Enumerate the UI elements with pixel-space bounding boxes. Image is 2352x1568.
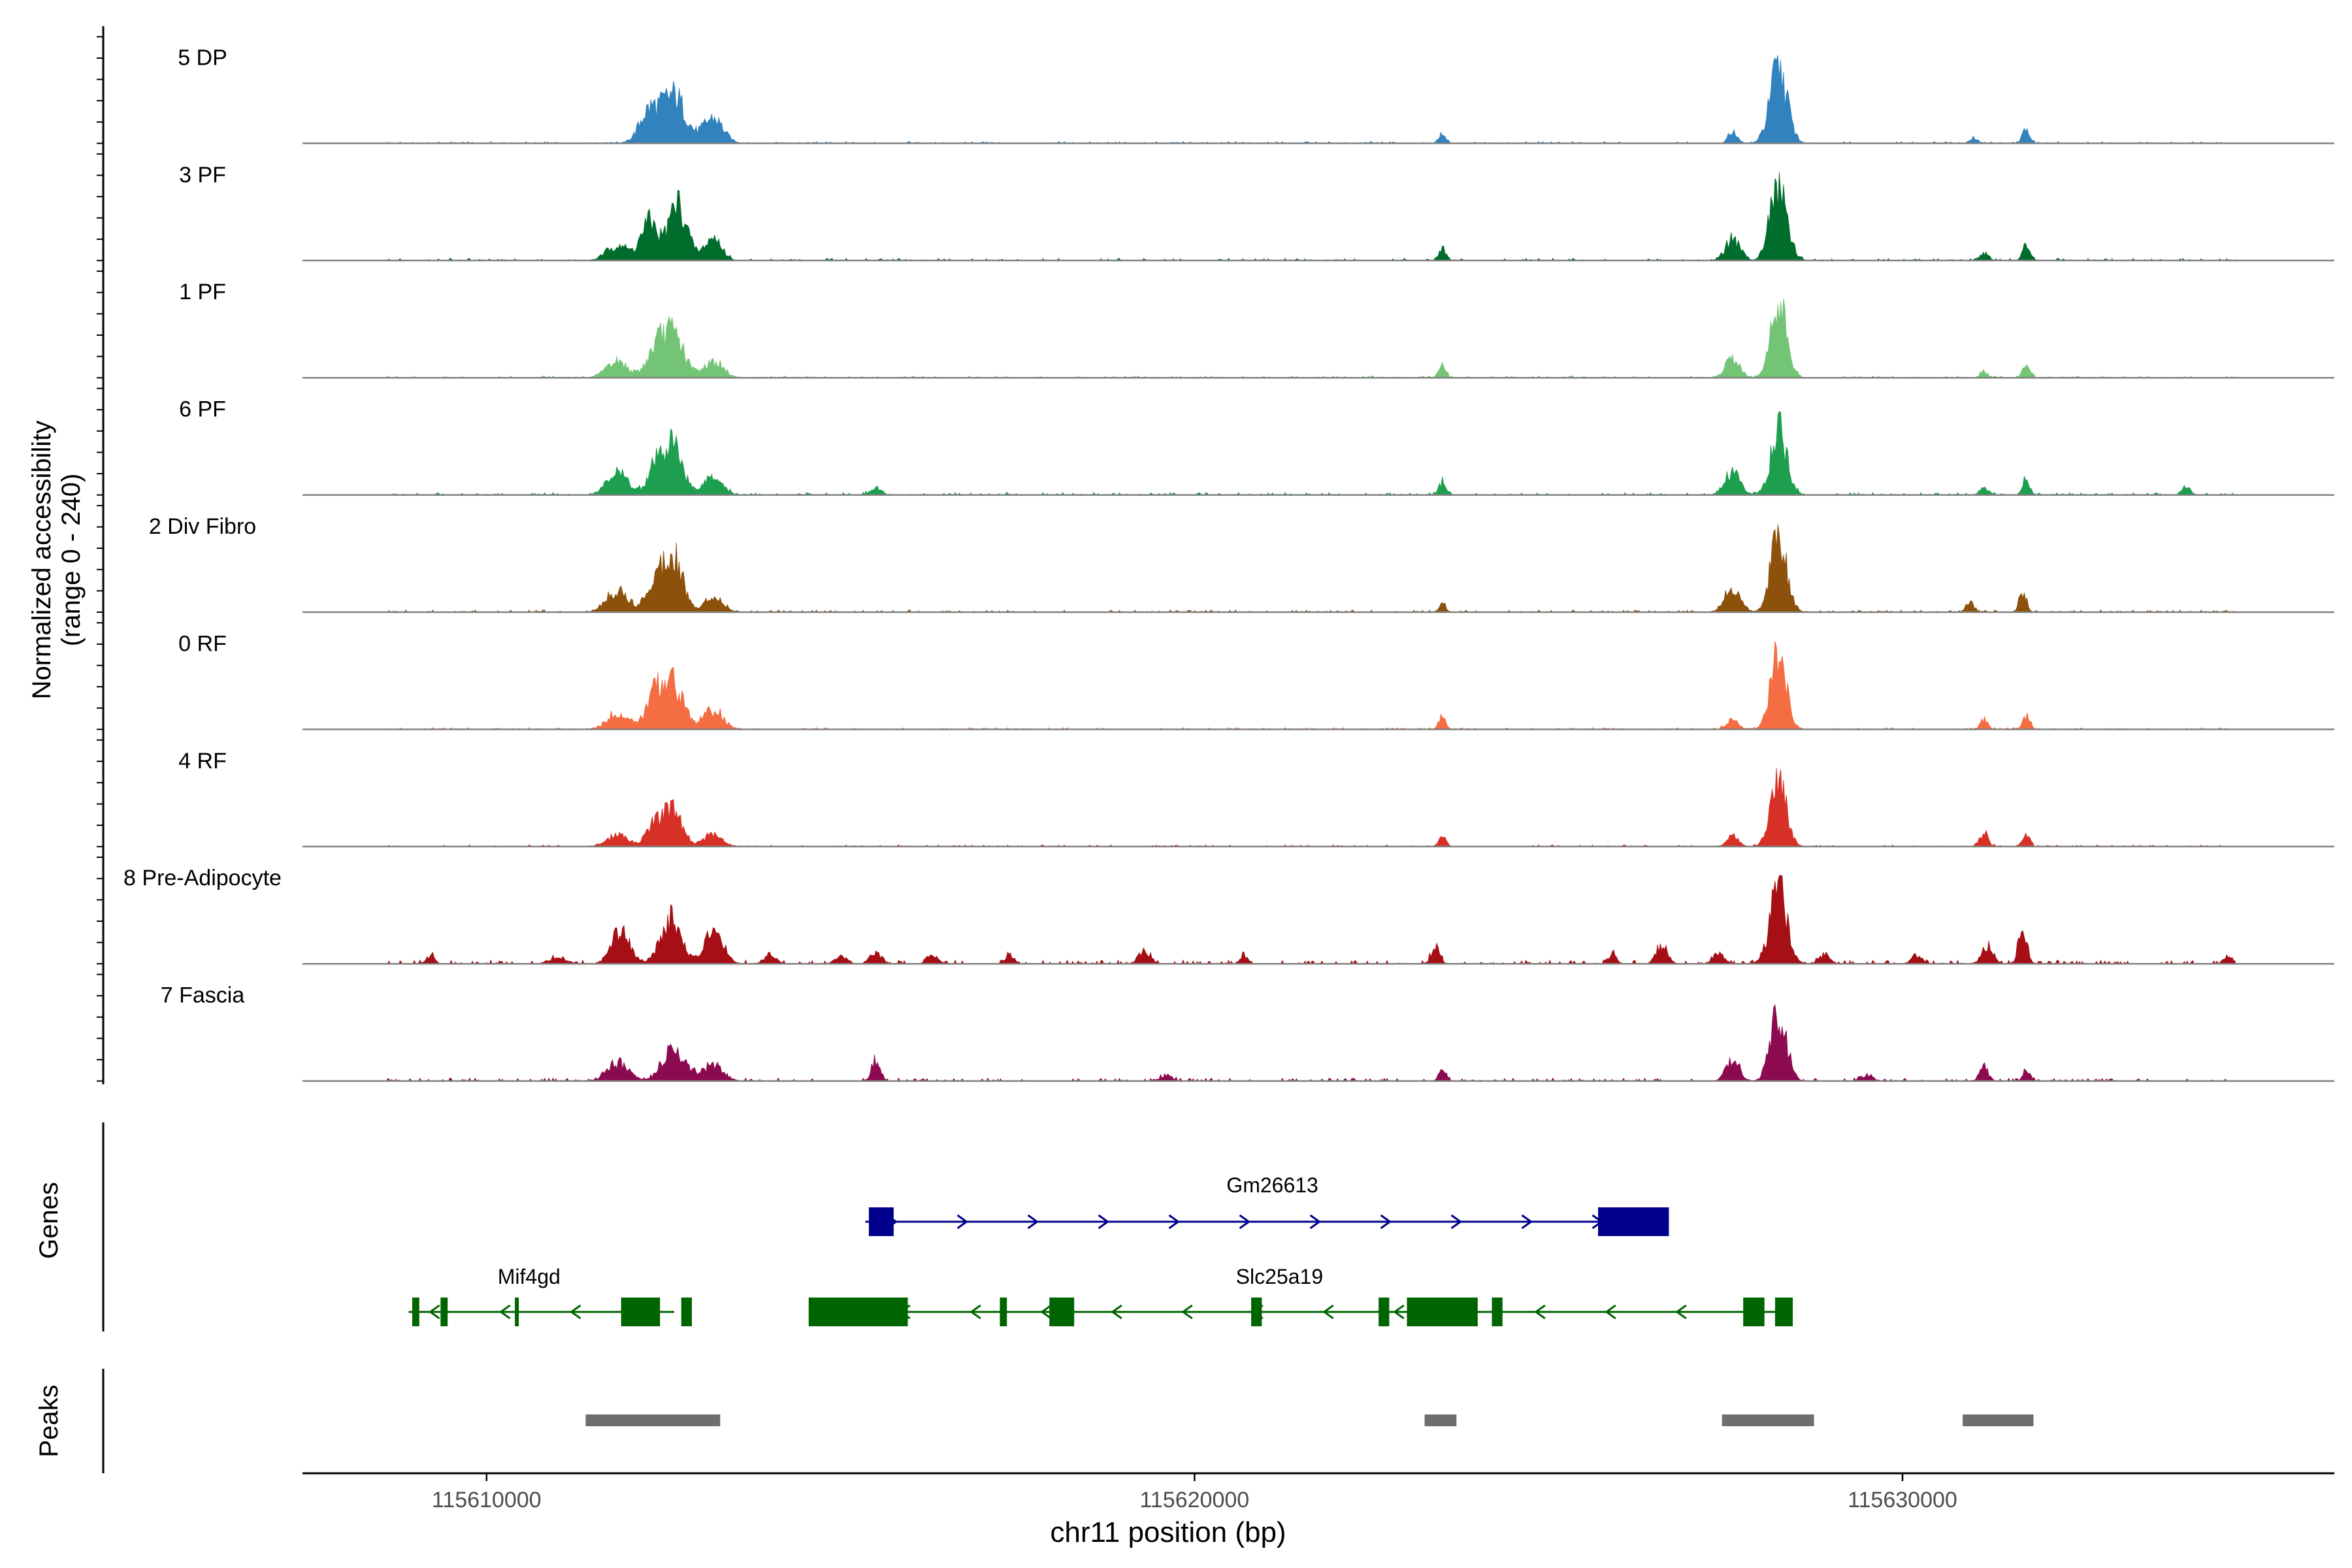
gene-exon	[1000, 1298, 1007, 1326]
peak-region	[1963, 1414, 2034, 1426]
strand-arrow	[569, 1304, 581, 1320]
gene-slc25a19: Slc25a19	[808, 1265, 1793, 1326]
gene-exon	[515, 1298, 519, 1326]
gene-exon	[1774, 1298, 1793, 1326]
track-0-rf: 0 RF	[178, 631, 2334, 730]
peak-region	[585, 1414, 721, 1426]
gene-label: Mif4gd	[498, 1265, 561, 1288]
x-axis-label: chr11 position (bp)	[1050, 1516, 1286, 1548]
gene-exon	[1407, 1298, 1478, 1326]
track-label: 3 PF	[179, 163, 226, 188]
strand-arrow	[1168, 1214, 1181, 1230]
x-tick-label: 115610000	[432, 1488, 542, 1512]
coverage-area	[387, 299, 2236, 378]
track-label: 1 PF	[179, 280, 226, 304]
strand-arrow	[1111, 1304, 1122, 1320]
strand-arrow	[1309, 1214, 1322, 1230]
strand-arrow	[1534, 1304, 1546, 1320]
gene-exon	[1379, 1298, 1390, 1326]
peaks-panel-label: Peaks	[35, 1384, 63, 1457]
coverage-area	[387, 524, 2236, 613]
strand-arrow	[498, 1304, 511, 1320]
y-axis-label: Normalized accessibility (range 0 - 240)	[27, 421, 86, 700]
gene-label: Slc25a19	[1236, 1265, 1323, 1288]
genes-panel: Genes Gm26613 Slc25a19 Mif4gd	[35, 1122, 1793, 1331]
gene-mif4gd: Mif4gd	[408, 1265, 692, 1326]
strand-arrow	[1027, 1214, 1039, 1230]
track-6-pf: 6 PF	[179, 397, 2334, 496]
track-3-pf: 3 PF	[179, 163, 2334, 262]
track-label: 4 RF	[178, 749, 227, 774]
strand-arrow	[428, 1304, 440, 1320]
gene-exon	[1049, 1298, 1075, 1326]
coverage-area	[387, 1004, 2236, 1082]
coverage-area	[387, 641, 2236, 730]
track-5-dp: 5 DP	[178, 45, 2334, 144]
x-tick-label: 115620000	[1140, 1488, 1250, 1512]
track-4-rf: 4 RF	[178, 749, 2334, 848]
y-axis-label-line2: (range 0 - 240)	[57, 474, 86, 647]
peak-region	[1424, 1414, 1457, 1426]
coverage-area	[387, 55, 2236, 144]
gene-gm26613: Gm26613	[865, 1173, 1669, 1236]
gene-exon	[808, 1298, 908, 1326]
track-label: 5 DP	[178, 45, 227, 70]
strand-arrow	[1040, 1304, 1052, 1320]
peaks-panel: Peaks	[35, 1369, 2034, 1473]
coverage-area	[387, 172, 2236, 261]
gene-exon	[1251, 1298, 1262, 1326]
coverage-area	[387, 875, 2236, 965]
track-8-pre-adipocyte: 8 Pre-Adipocyte	[123, 866, 2334, 965]
gene-exon	[1492, 1298, 1503, 1326]
strand-arrow	[1521, 1214, 1533, 1230]
genes-panel-label: Genes	[35, 1182, 63, 1259]
gene-exon	[1598, 1207, 1669, 1236]
track-7-fascia: 7 Fascia	[161, 983, 2334, 1082]
strand-arrow	[1181, 1304, 1193, 1320]
strand-arrow	[970, 1304, 981, 1320]
strand-arrow	[1675, 1304, 1687, 1320]
track-label: 6 PF	[179, 397, 226, 422]
track-label: 0 RF	[178, 631, 227, 656]
coverage-area	[387, 410, 2236, 496]
coverage-tracks: 5 DP 3 PF 1 PF 6 PF 2 Div Fibro 0 RF 4 RF 8 Pre…	[123, 45, 2334, 1082]
gene-exon	[681, 1298, 692, 1326]
track-label: 8 Pre-Adipocyte	[123, 866, 282, 890]
strand-arrow	[1239, 1214, 1251, 1230]
y-axis-label-line1: Normalized accessibility	[27, 421, 56, 700]
x-axis: chr11 position (bp) 115610000 115620000 11…	[302, 1472, 2334, 1548]
gene-exon	[440, 1298, 448, 1326]
gene-exon	[1743, 1298, 1765, 1326]
strand-arrow	[956, 1214, 969, 1230]
strand-arrow	[1393, 1304, 1405, 1320]
strand-arrow	[1450, 1214, 1463, 1230]
strand-arrow	[1605, 1304, 1616, 1320]
gene-exon	[412, 1298, 419, 1326]
peak-region	[1722, 1414, 1814, 1426]
track-1-pf: 1 PF	[179, 280, 2334, 379]
gene-exon	[621, 1298, 661, 1326]
x-tick-label: 115630000	[1848, 1488, 1957, 1512]
strand-arrow	[1380, 1214, 1392, 1230]
track-label: 2 Div Fibro	[149, 514, 256, 539]
strand-arrow	[1322, 1304, 1334, 1320]
track-2-div-fibro: 2 Div Fibro	[149, 514, 2334, 613]
gene-exon	[868, 1207, 894, 1236]
track-label: 7 Fascia	[161, 983, 245, 1008]
strand-arrow	[1098, 1214, 1110, 1230]
y-axis	[97, 26, 105, 1085]
coverage-area	[387, 768, 2236, 847]
gene-label: Gm26613	[1226, 1173, 1318, 1197]
